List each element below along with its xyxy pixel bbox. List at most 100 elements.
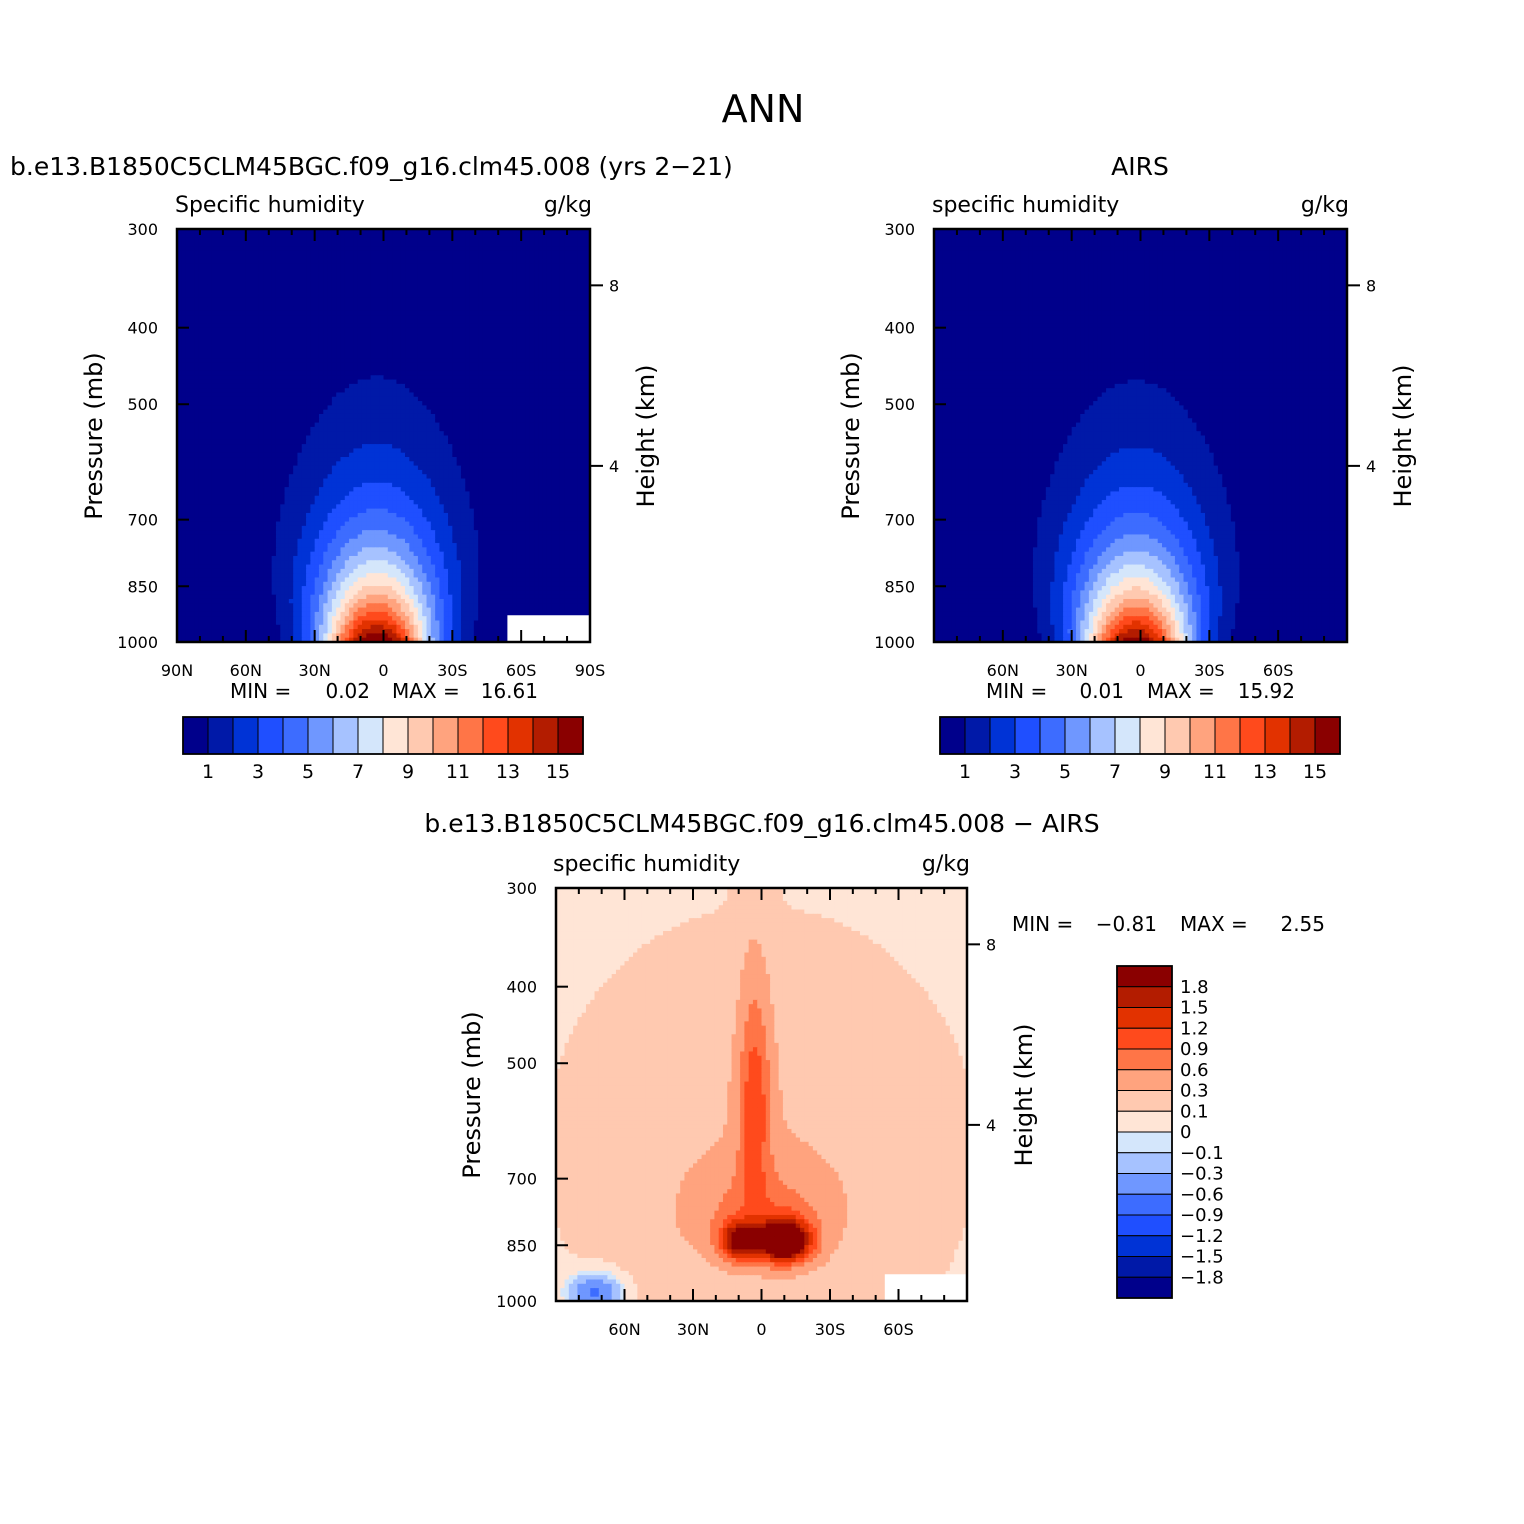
contour-cell [396, 238, 401, 243]
contour-cell [452, 263, 457, 268]
contour-cell [220, 276, 225, 281]
contour-cell [495, 242, 500, 247]
contour-cell [452, 251, 457, 256]
contour-cell [186, 276, 191, 281]
contour-cell [482, 251, 487, 256]
contour-cell [577, 259, 582, 264]
contour-cell [491, 298, 496, 303]
contour-cell [564, 251, 569, 256]
contour-cell [401, 276, 406, 281]
contour-cell [556, 263, 561, 268]
contour-cell [495, 302, 500, 307]
contour-cell [470, 255, 475, 260]
contour-cell [401, 272, 406, 277]
contour-cell [336, 251, 341, 256]
contour-cell [495, 268, 500, 273]
contour-cell [310, 242, 315, 247]
contour-cell [452, 259, 457, 264]
contour-cell [323, 289, 328, 294]
contour-cell [302, 272, 307, 277]
contour-cell [332, 285, 337, 290]
contour-cell [332, 259, 337, 264]
contour-cell [220, 251, 225, 256]
contour-cell [289, 276, 294, 281]
contour-cell [564, 255, 569, 260]
contour-cell [487, 298, 492, 303]
contour-cell [332, 242, 337, 247]
contour-cell [478, 255, 483, 260]
contour-cell [186, 259, 191, 264]
contour-cell [384, 285, 389, 290]
contour-cell [190, 302, 195, 307]
contour-cell [181, 259, 186, 264]
contour-cell [285, 285, 290, 290]
contour-cell [478, 298, 483, 303]
contour-cell [388, 276, 393, 281]
contour-cell [323, 294, 328, 299]
contour-cell [513, 276, 518, 281]
contour-cell [297, 259, 302, 264]
contour-cell [409, 272, 414, 277]
contour-cell [358, 298, 363, 303]
contour-cell [375, 242, 380, 247]
contour-cell [439, 285, 444, 290]
contour-cell [431, 268, 436, 273]
contour-cell [470, 276, 475, 281]
contour-cell [366, 246, 371, 251]
contour-cell [224, 251, 229, 256]
contour-cell [525, 255, 530, 260]
contour-cell [513, 255, 518, 260]
contour-cell [267, 263, 272, 268]
contour-cell [267, 272, 272, 277]
contour-cell [474, 276, 479, 281]
contour-cell [409, 302, 414, 307]
contour-cell [246, 255, 251, 260]
contour-cell [384, 259, 389, 264]
contour-cell [465, 259, 470, 264]
contour-cell [504, 255, 509, 260]
contour-cell [323, 281, 328, 286]
contour-cell [495, 294, 500, 299]
contour-cell [353, 272, 358, 277]
contour-cell [500, 259, 505, 264]
contour-cell [293, 268, 298, 273]
contour-cell [233, 302, 238, 307]
contour-cell [448, 251, 453, 256]
contour-cell [504, 276, 509, 281]
contour-cell [319, 281, 324, 286]
contour-cell [371, 285, 376, 290]
contour-cell [465, 302, 470, 307]
contour-cell [470, 263, 475, 268]
contour-cell [427, 285, 432, 290]
contour-cell [340, 276, 345, 281]
contour-cell [431, 285, 436, 290]
contour-cell [564, 289, 569, 294]
contour-cell [250, 246, 255, 251]
contour-cell [500, 242, 505, 247]
contour-cell [353, 259, 358, 264]
contour-cell [224, 233, 229, 238]
contour-cell [452, 289, 457, 294]
contour-cell [366, 289, 371, 294]
contour-cell [538, 238, 543, 243]
contour-cell [263, 298, 268, 303]
contour-cell [349, 272, 354, 277]
contour-cell [250, 233, 255, 238]
contour-cell [233, 294, 238, 299]
contour-cell [551, 294, 556, 299]
contour-cell [280, 246, 285, 251]
contour-cell [353, 281, 358, 286]
contour-cell [340, 272, 345, 277]
contour-cell [495, 285, 500, 290]
contour-cell [319, 298, 324, 303]
contour-cell [543, 294, 548, 299]
contour-cell [345, 302, 350, 307]
contour-cell [461, 242, 466, 247]
contour-cell [336, 246, 341, 251]
contour-cell [465, 281, 470, 286]
contour-cell [203, 246, 208, 251]
contour-cell [388, 281, 393, 286]
contour-cell [267, 268, 272, 273]
contour-cell [366, 238, 371, 243]
contour-cell [439, 263, 444, 268]
